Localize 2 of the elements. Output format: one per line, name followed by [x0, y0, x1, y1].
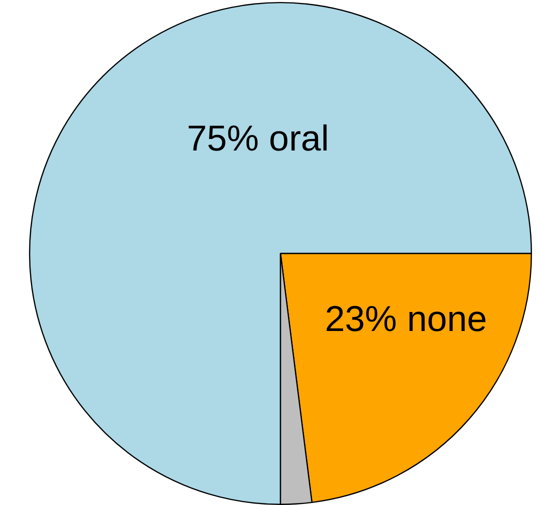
- data-label: 23% none: [324, 298, 488, 340]
- data-label: 75% oral: [186, 118, 329, 159]
